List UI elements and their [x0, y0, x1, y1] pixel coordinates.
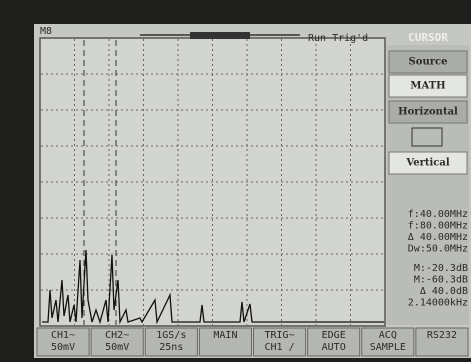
readout: Δ 40.00MHz — [408, 232, 468, 243]
top-left-label: M8 — [40, 26, 52, 37]
menu-label: Source — [409, 57, 448, 68]
softkey-label: ACQ — [379, 330, 397, 341]
menu-label: MATH — [410, 81, 445, 92]
oscilloscope-screen: Source MATH Horizontal Vertical f:40.00MHzf:… — [0, 0, 471, 358]
softkey-label: MAIN — [213, 330, 237, 341]
softkey-label: 50mV — [51, 342, 75, 353]
softkey-label: 25ns — [159, 342, 183, 353]
readout: 2.14000kHz — [408, 298, 468, 309]
softkey-label: TRIG~ — [265, 330, 295, 341]
softkey-label: 50mV — [105, 342, 129, 353]
page: Source MATH Horizontal Vertical f:40.00MHzf:… — [0, 0, 471, 358]
readout: f:40.00MHz — [408, 209, 468, 220]
readout: M:-20.3dB — [414, 263, 468, 274]
readout: f:80.00MHz — [408, 221, 468, 232]
menu-label: Vertical — [405, 158, 449, 169]
menu-title: CURSOR — [408, 31, 448, 44]
readout: Dw:50.0MHz — [408, 244, 468, 255]
softkey-label: CH1 / — [265, 342, 295, 353]
softkey-label: AUTO — [322, 342, 346, 353]
softkey-label: 1GS/s — [156, 330, 186, 341]
readout: M:-60.3dB — [414, 275, 468, 286]
menu-label: Horizontal — [398, 107, 458, 118]
softkey-label: EDGE — [322, 330, 346, 341]
softkey-label: CH2~ — [105, 330, 129, 341]
softkey-label: SAMPLE — [370, 342, 406, 353]
readout: Δ 40.0dB — [420, 286, 468, 297]
status: Run Trig'd — [308, 33, 368, 44]
softkey-label: RS232 — [427, 330, 457, 341]
softkey-label: CH1~ — [51, 330, 75, 341]
